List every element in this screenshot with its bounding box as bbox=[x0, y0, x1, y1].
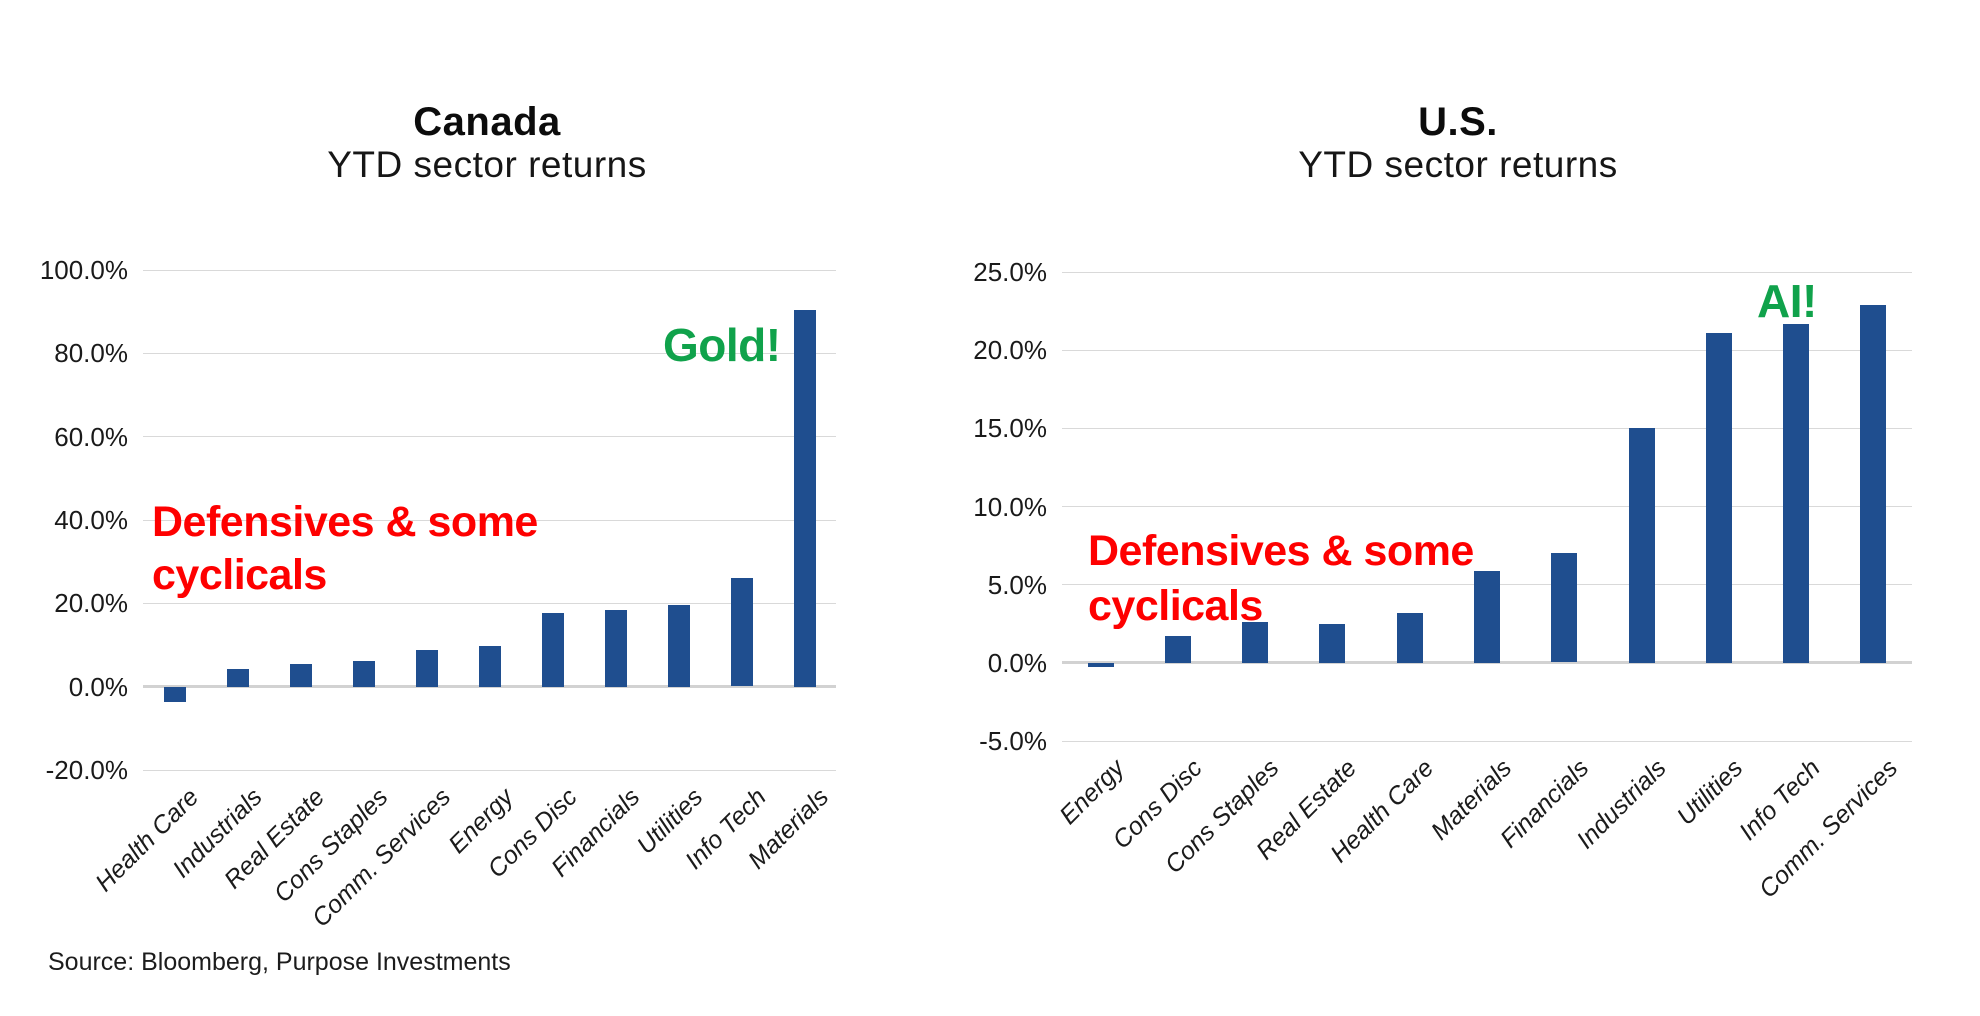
y-tick-label: 20.0% bbox=[54, 588, 128, 618]
y-tick-label: 5.0% bbox=[987, 570, 1047, 600]
bar-utilities bbox=[1706, 333, 1732, 663]
y-tick-label: 15.0% bbox=[973, 413, 1047, 443]
y-tick-label: 20.0% bbox=[973, 335, 1047, 365]
bar-materials bbox=[1474, 571, 1500, 663]
y-tick-label: 100.0% bbox=[39, 255, 128, 285]
source-note: Source: Bloomberg, Purpose Investments bbox=[48, 948, 511, 976]
bar-industrials bbox=[227, 669, 249, 687]
y-tick-label: -5.0% bbox=[979, 726, 1047, 756]
y-gridline bbox=[1062, 350, 1912, 351]
y-gridline bbox=[1062, 428, 1912, 429]
y-gridline bbox=[143, 770, 836, 771]
bar-materials bbox=[794, 310, 816, 687]
bar-financials bbox=[1551, 553, 1577, 662]
bar-cons-disc bbox=[1165, 636, 1191, 663]
annotation-gold: Gold! bbox=[663, 320, 781, 370]
annotation-line: Defensives & some bbox=[152, 498, 538, 546]
y-gridline bbox=[143, 353, 836, 354]
y-gridline bbox=[143, 436, 836, 437]
annotation-line: Gold! bbox=[663, 319, 781, 371]
bar-utilities bbox=[668, 605, 690, 687]
bar-comm-services bbox=[416, 650, 438, 687]
bar-energy bbox=[479, 646, 501, 687]
bar-cons-staples bbox=[1242, 622, 1268, 663]
chart-title: Canada bbox=[413, 100, 561, 144]
y-tick-label: -20.0% bbox=[45, 755, 128, 785]
bar-comm-services bbox=[1860, 305, 1886, 663]
annotation-line: cyclicals bbox=[1088, 582, 1263, 630]
bar-cons-staples bbox=[353, 661, 375, 687]
annotation-line: AI! bbox=[1757, 275, 1817, 327]
bar-real-estate bbox=[290, 664, 312, 687]
y-tick-label: 25.0% bbox=[973, 257, 1047, 287]
y-gridline bbox=[1062, 741, 1912, 742]
x-category-label: Utilities bbox=[1671, 754, 1749, 831]
bar-info-tech bbox=[731, 578, 753, 686]
bar-real-estate bbox=[1319, 624, 1345, 663]
y-gridline bbox=[1062, 506, 1912, 507]
y-tick-label: 60.0% bbox=[54, 422, 128, 452]
x-category-label: Energy bbox=[1054, 754, 1131, 830]
annotation-ai: AI! bbox=[1757, 276, 1817, 326]
annotation-line: cyclicals bbox=[152, 551, 327, 599]
annotation-line: Defensives & some bbox=[1088, 527, 1474, 575]
bar-financials bbox=[605, 610, 627, 687]
chart-title: U.S. bbox=[1418, 100, 1498, 144]
chart-subtitle: YTD sector returns bbox=[327, 144, 647, 185]
x-category-label: Comm. Services bbox=[1753, 754, 1904, 904]
y-tick-label: 40.0% bbox=[54, 505, 128, 535]
y-tick-label: 0.0% bbox=[68, 672, 128, 702]
bar-cons-disc bbox=[542, 613, 564, 687]
bar-health-care bbox=[164, 687, 186, 702]
annotation-defensives-cyclicals: Defensives & some cyclicals bbox=[1088, 524, 1474, 634]
annotation-defensives-cyclicals: Defensives & some cyclicals bbox=[152, 496, 538, 602]
y-tick-label: 0.0% bbox=[987, 648, 1047, 678]
chart-subtitle: YTD sector returns bbox=[1298, 144, 1618, 185]
y-gridline bbox=[143, 603, 836, 604]
y-gridline bbox=[143, 520, 836, 521]
y-tick-label: 10.0% bbox=[973, 492, 1047, 522]
bar-health-care bbox=[1397, 613, 1423, 663]
y-gridline bbox=[1062, 272, 1912, 273]
bar-energy bbox=[1088, 663, 1114, 667]
bar-industrials bbox=[1629, 428, 1655, 663]
y-tick-label: 80.0% bbox=[54, 338, 128, 368]
bar-info-tech bbox=[1783, 324, 1809, 663]
y-gridline bbox=[143, 270, 836, 271]
